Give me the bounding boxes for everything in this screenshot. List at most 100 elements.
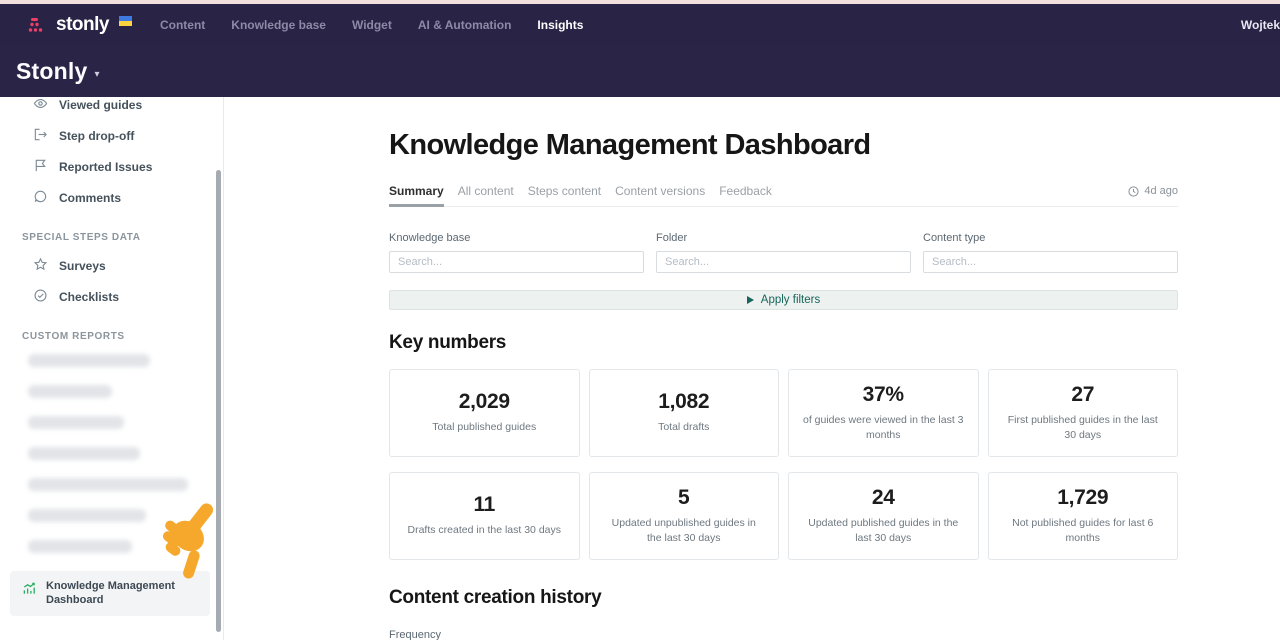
nav-item-knowledge-base[interactable]: Knowledge base <box>231 17 326 32</box>
stat-value: 2,029 <box>458 390 510 414</box>
content-history-title: Content creation history <box>389 587 602 608</box>
stat-label: First published guides in the last 30 da… <box>1007 413 1158 441</box>
stat-value: 11 <box>473 493 496 517</box>
key-numbers-grid: 2,029 Total published guides 1,082 Total… <box>389 369 1178 560</box>
comment-icon <box>33 189 48 207</box>
stat-card-guides-viewed-3-months: 37% of guides were viewed in the last 3 … <box>788 369 979 457</box>
sidebar-item-checklists[interactable]: Checklists <box>0 281 223 312</box>
stat-label: Total published guides <box>432 421 537 434</box>
stonly-logo-icon <box>28 16 45 33</box>
stat-value: 24 <box>871 485 895 509</box>
user-menu[interactable]: Wojtek K <box>1240 17 1280 32</box>
workspace-header: Stonly ▾ <box>0 45 1280 97</box>
flag-icon <box>33 158 48 176</box>
redacted-report-item[interactable] <box>28 540 132 553</box>
sidebar-item-label: Step drop-off <box>59 128 135 143</box>
stat-card-drafts-created-30-days: 11 Drafts created in the last 30 days <box>389 472 580 560</box>
last-updated: 4d ago <box>1128 185 1178 197</box>
main-content: Knowledge Management Dashboard Summary A… <box>389 97 1178 640</box>
stat-card-updated-published-30-days: 24 Updated published guides in the last … <box>788 472 979 560</box>
redacted-report-item[interactable] <box>28 509 146 522</box>
stonly-logo[interactable]: stonly <box>28 14 132 36</box>
nav-item-insights[interactable]: Insights <box>537 17 584 32</box>
sidebar-item-viewed-guides[interactable]: Viewed guides <box>0 97 223 120</box>
filters-row: Knowledge base Folder Content type <box>389 232 1178 273</box>
stat-card-not-published-6-months: 1,729 Not published guides for last 6 mo… <box>987 472 1178 560</box>
last-updated-text: 4d ago <box>1144 185 1178 197</box>
sidebar-item-label: Viewed guides <box>59 97 143 112</box>
content-type-search-input[interactable] <box>923 251 1178 273</box>
stat-value: 27 <box>1071 382 1095 406</box>
apply-filters-button[interactable]: Apply filters <box>389 290 1178 310</box>
filter-label: Folder <box>656 232 688 244</box>
stat-card-total-published-guides: 2,029 Total published guides <box>389 369 580 457</box>
custom-reports-redacted-list <box>0 354 223 553</box>
clock-icon <box>1128 185 1139 197</box>
redacted-report-item[interactable] <box>28 447 140 460</box>
logo-text: stonly <box>56 13 109 35</box>
check-circle-icon <box>33 288 48 306</box>
tab-summary[interactable]: Summary <box>389 184 444 207</box>
top-nav-items: Content Knowledge base Widget AI & Autom… <box>160 18 583 32</box>
tabs-row: Summary All content Steps content Conten… <box>389 184 1178 207</box>
page-title: Knowledge Management Dashboard <box>389 129 871 161</box>
tab-all-content[interactable]: All content <box>457 184 514 198</box>
knowledge-base-search-input[interactable] <box>389 251 644 273</box>
ukraine-flag-icon <box>118 15 132 26</box>
stat-label: Total drafts <box>658 421 710 434</box>
insights-sidebar: Viewed guides Step drop-off Reported Iss… <box>0 97 224 640</box>
sidebar-item-label: Reported Issues <box>59 159 153 174</box>
stat-label: of guides were viewed in the last 3 mont… <box>803 413 964 441</box>
play-icon <box>746 296 754 304</box>
frequency-label: Frequency <box>389 629 441 640</box>
filter-label: Content type <box>923 232 986 244</box>
star-icon <box>33 257 48 275</box>
stat-value: 1,729 <box>1057 485 1109 509</box>
sidebar-item-surveys[interactable]: Surveys <box>0 250 223 281</box>
stat-label: Updated unpublished guides in the last 3… <box>611 516 756 544</box>
chevron-down-icon[interactable]: ▾ <box>94 68 100 80</box>
sidebar-item-reported-issues[interactable]: Reported Issues <box>0 151 223 182</box>
nav-item-widget[interactable]: Widget <box>351 17 392 32</box>
stat-value: 5 <box>678 485 690 509</box>
redacted-report-item[interactable] <box>28 385 112 398</box>
tab-feedback[interactable]: Feedback <box>719 184 772 198</box>
sidebar-section-custom-reports: CUSTOM REPORTS <box>22 331 125 342</box>
stat-card-first-published-30-days: 27 First published guides in the last 30… <box>987 369 1178 457</box>
filter-content-type: Content type <box>923 232 1178 273</box>
key-numbers-title: Key numbers <box>389 332 507 353</box>
sidebar-item-label: Comments <box>59 190 122 205</box>
folder-search-input[interactable] <box>656 251 911 273</box>
page-top-strip <box>0 0 1280 4</box>
nav-item-content[interactable]: Content <box>159 17 206 32</box>
nav-item-ai-automation[interactable]: AI & Automation <box>417 17 512 32</box>
sidebar-section-special-steps: SPECIAL STEPS DATA <box>22 232 141 243</box>
step-drop-off-icon <box>33 127 48 145</box>
filter-label: Knowledge base <box>389 232 471 244</box>
sidebar-item-knowledge-management-dashboard[interactable]: Knowledge Management Dashboard <box>10 571 210 616</box>
stat-value: 37% <box>862 382 904 406</box>
sidebar-scrollbar-thumb[interactable] <box>216 170 221 632</box>
stat-card-total-drafts: 1,082 Total drafts <box>588 369 779 457</box>
tab-steps-content[interactable]: Steps content <box>527 184 602 198</box>
filter-knowledge-base: Knowledge base <box>389 232 644 273</box>
filter-folder: Folder <box>656 232 911 273</box>
sidebar-item-comments[interactable]: Comments <box>0 182 223 213</box>
stat-value: 1,082 <box>658 390 710 414</box>
eye-icon <box>33 97 48 114</box>
apply-filters-label: Apply filters <box>760 294 821 306</box>
tab-content-versions[interactable]: Content versions <box>615 184 706 198</box>
sidebar-item-label: Knowledge Management Dashboard <box>46 580 175 607</box>
sidebar-item-label: Surveys <box>59 258 106 273</box>
top-navbar: stonly Content Knowledge base Widget AI … <box>0 4 1280 45</box>
stat-label: Updated published guides in the last 30 … <box>808 516 959 544</box>
sidebar-item-step-drop-off[interactable]: Step drop-off <box>0 120 223 151</box>
redacted-report-item[interactable] <box>28 478 188 491</box>
redacted-report-item[interactable] <box>28 416 124 429</box>
redacted-report-item[interactable] <box>28 354 150 367</box>
stat-card-updated-unpublished-30-days: 5 Updated unpublished guides in the last… <box>588 472 779 560</box>
stat-label: Not published guides for last 6 months <box>1012 516 1154 544</box>
stat-label: Drafts created in the last 30 days <box>407 524 562 537</box>
sidebar-item-label: Checklists <box>59 289 120 304</box>
workspace-title[interactable]: Stonly <box>16 57 88 84</box>
